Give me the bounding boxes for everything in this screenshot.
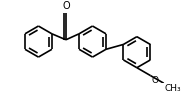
- Text: CH₃: CH₃: [165, 84, 181, 93]
- Text: O: O: [151, 76, 158, 85]
- Text: O: O: [62, 1, 70, 11]
